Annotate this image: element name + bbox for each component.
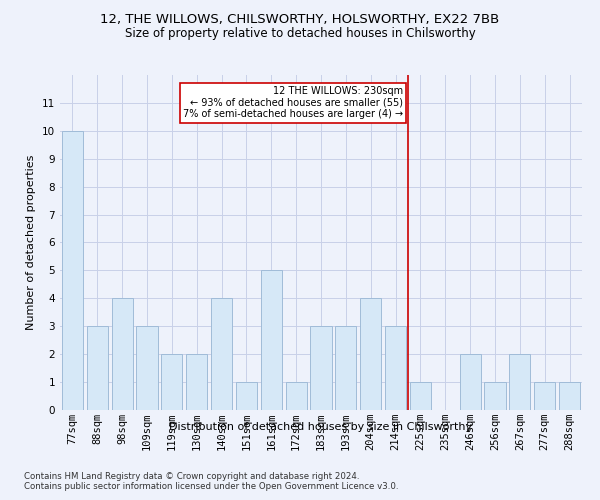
Bar xyxy=(186,354,207,410)
Bar xyxy=(410,382,431,410)
Text: Contains HM Land Registry data © Crown copyright and database right 2024.: Contains HM Land Registry data © Crown c… xyxy=(24,472,359,481)
Bar xyxy=(112,298,133,410)
Text: Contains public sector information licensed under the Open Government Licence v3: Contains public sector information licen… xyxy=(24,482,398,491)
Y-axis label: Number of detached properties: Number of detached properties xyxy=(26,155,37,330)
Bar xyxy=(261,270,282,410)
Bar xyxy=(534,382,555,410)
Bar xyxy=(136,326,158,410)
Bar xyxy=(484,382,506,410)
Text: Distribution of detached houses by size in Chilsworthy: Distribution of detached houses by size … xyxy=(169,422,473,432)
Bar xyxy=(286,382,307,410)
Text: Size of property relative to detached houses in Chilsworthy: Size of property relative to detached ho… xyxy=(125,28,475,40)
Bar xyxy=(335,326,356,410)
Text: 12, THE WILLOWS, CHILSWORTHY, HOLSWORTHY, EX22 7BB: 12, THE WILLOWS, CHILSWORTHY, HOLSWORTHY… xyxy=(100,12,500,26)
Bar xyxy=(360,298,381,410)
Bar xyxy=(460,354,481,410)
Bar xyxy=(161,354,182,410)
Bar xyxy=(236,382,257,410)
Bar xyxy=(87,326,108,410)
Bar xyxy=(509,354,530,410)
Bar xyxy=(559,382,580,410)
Text: 12 THE WILLOWS: 230sqm
← 93% of detached houses are smaller (55)
7% of semi-deta: 12 THE WILLOWS: 230sqm ← 93% of detached… xyxy=(183,86,403,120)
Bar xyxy=(385,326,406,410)
Bar xyxy=(211,298,232,410)
Bar xyxy=(62,131,83,410)
Bar xyxy=(310,326,332,410)
